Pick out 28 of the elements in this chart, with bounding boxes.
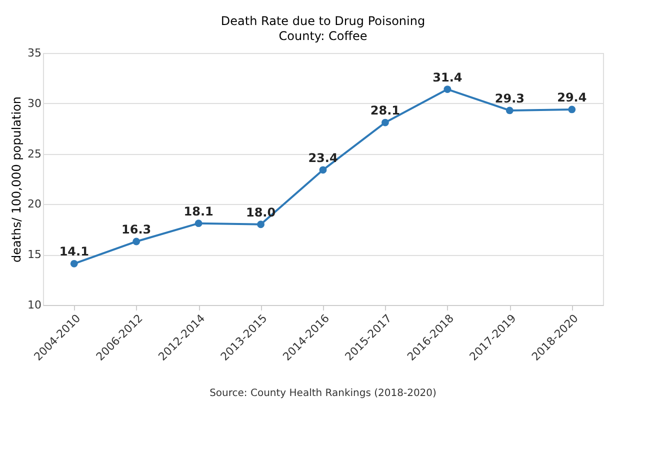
- text: 28.1: [370, 104, 400, 118]
- point: [70, 260, 78, 268]
- text: 31.4: [432, 70, 462, 84]
- text: 14.1: [59, 244, 89, 259]
- point: [568, 106, 576, 114]
- point: [444, 86, 452, 93]
- point: [382, 118, 389, 126]
- point: [319, 166, 327, 174]
- text: 23.4: [308, 150, 338, 165]
- y-tick-label: 15: [28, 248, 42, 262]
- text: 29.3: [494, 91, 524, 106]
- chart-subtitle: County: Coffee: [278, 29, 368, 43]
- source-note: Source: County Health Rankings (2018-2020): [210, 388, 437, 399]
- y-tick-label: 30: [28, 96, 42, 110]
- text: 29.4: [557, 90, 587, 104]
- y-tick-label: 25: [28, 147, 42, 160]
- text: 18.0: [246, 205, 276, 220]
- point: [194, 220, 202, 228]
- y-tick-label: 20: [28, 198, 42, 211]
- y-axis-title: deaths/ 100,000 population: [10, 96, 24, 263]
- y-tick-label: 35: [28, 46, 42, 60]
- text: 18.1: [184, 204, 214, 218]
- point: [506, 106, 514, 114]
- point: [132, 238, 140, 246]
- point: [257, 220, 264, 228]
- y-tick-label: 10: [28, 298, 42, 312]
- chart-title: Death Rate due to Drug Poisoning: [220, 14, 426, 28]
- text: 16.3: [122, 222, 152, 236]
